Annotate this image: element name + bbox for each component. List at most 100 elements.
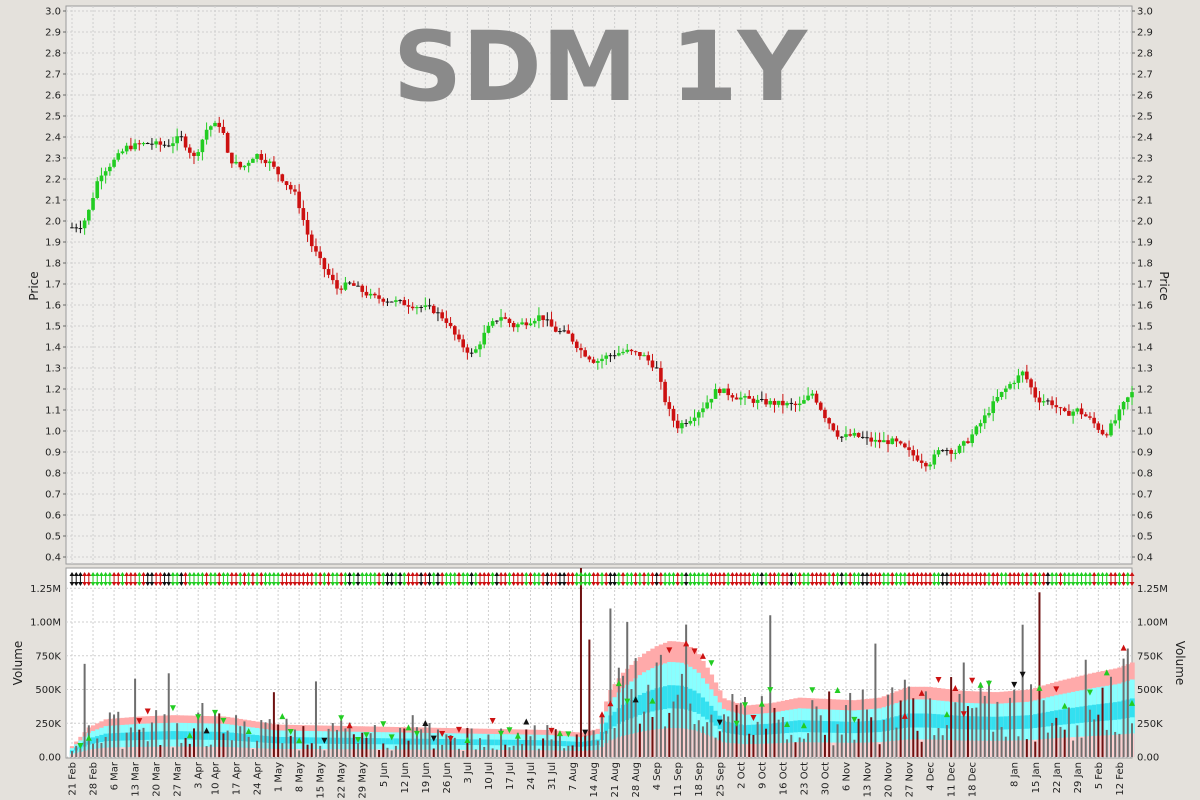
signal-arrow-head (839, 572, 845, 576)
price-tick-label: 2.4 (45, 133, 61, 144)
candle-body (595, 361, 600, 363)
signal-arrow-head (82, 572, 88, 576)
candle-body (448, 322, 453, 327)
candle-body (1067, 411, 1071, 416)
price-tick-label: 1.3 (45, 364, 61, 375)
signal-arrow-head (212, 582, 218, 586)
signal-arrow-head (288, 572, 294, 576)
volume-tick-label: 500K (1137, 685, 1163, 696)
signal-arrow-head (620, 582, 626, 586)
signal-arrow-head (624, 572, 630, 576)
signal-arrow-head (683, 582, 689, 586)
candle-body (150, 143, 154, 145)
price-tick-label: 0.6 (1137, 511, 1153, 522)
volume-bar (134, 678, 137, 757)
candle-body (330, 274, 335, 281)
signal-arrow-head (90, 572, 96, 576)
signal-arrow-head (553, 572, 559, 576)
volume-bar (1084, 659, 1087, 757)
candle-body (520, 322, 524, 325)
signal-arrow-head (250, 582, 256, 586)
volume-signal-marker (607, 700, 614, 707)
price-tick-label: 1.2 (1137, 385, 1153, 396)
candle-body (263, 159, 268, 164)
signal-arrow-head (460, 572, 466, 576)
volume-signal-marker (439, 731, 446, 738)
candle-body (360, 285, 365, 292)
candle-body (444, 318, 449, 323)
signal-arrow-head (1053, 572, 1059, 576)
signal-arrow-head (77, 582, 83, 586)
candle-body (221, 126, 226, 133)
signal-arrow-head (157, 572, 163, 576)
candle-body (717, 389, 722, 393)
volume-signal-marker (649, 697, 656, 704)
volume-signal-marker (523, 718, 530, 725)
price-tick-label: 3.0 (45, 7, 61, 18)
candle-body (82, 220, 87, 229)
volume-y-axis-right: 0.00 250K 500K 750K 1.00M 1.25M (1137, 584, 1168, 764)
candle-body (617, 353, 621, 356)
x-tick-label: 3 Jul (463, 762, 474, 784)
x-tick-label: 8 May (295, 762, 306, 792)
signal-arrow-head (208, 572, 214, 576)
signal-arrow-head (910, 572, 916, 576)
signal-arrow-head (868, 582, 874, 586)
signal-arrow-head (317, 582, 323, 586)
signal-arrow-head (166, 572, 172, 576)
volume-bar (571, 745, 574, 757)
signal-arrow-head (443, 582, 449, 586)
signal-arrow-head (170, 582, 176, 586)
candle-body (301, 208, 306, 221)
candle-body (663, 381, 667, 403)
volume-bar (697, 720, 700, 757)
price-tick-label: 1.9 (45, 238, 61, 249)
candle-body (436, 312, 440, 314)
candle-body (835, 430, 840, 437)
volume-bar (823, 734, 826, 757)
candle-body (406, 305, 411, 307)
volume-bar (537, 748, 540, 757)
candle-body (440, 312, 444, 319)
signal-arrow-head (557, 582, 563, 586)
x-tick-label: 21 Feb (68, 762, 79, 796)
candle-body (701, 408, 705, 413)
signal-arrow-head (999, 572, 1005, 576)
candle-body (108, 166, 112, 172)
price-tick-label: 2.3 (1137, 154, 1153, 165)
volume-bar (992, 731, 995, 757)
volume-bar (352, 734, 355, 757)
signal-arrow-head (498, 572, 504, 576)
candle-body (915, 455, 920, 461)
signal-arrow-head (994, 582, 1000, 586)
signal-arrow-head (359, 572, 365, 576)
signal-arrow-head (359, 582, 365, 586)
candle-body (949, 450, 953, 454)
signal-arrow-head (612, 572, 618, 576)
volume-bar (243, 721, 246, 757)
signal-arrow-head (692, 572, 698, 576)
candle-body (1104, 434, 1109, 436)
volume-signal-marker (834, 687, 841, 694)
volume-tick-label: 1.00M (30, 618, 61, 629)
candle-body (705, 402, 709, 409)
price-tick-label: 2.1 (45, 196, 61, 207)
candle-body (137, 143, 142, 145)
signal-arrow-head (506, 572, 512, 576)
volume-signal-marker (784, 720, 791, 727)
volume-bar (298, 750, 301, 757)
signal-arrow-head (574, 582, 580, 586)
volume-bar (163, 714, 166, 757)
volume-bar (1025, 739, 1028, 757)
volume-signal-marker (489, 717, 496, 724)
volume-bar (432, 748, 435, 757)
volume-bar (1004, 736, 1007, 757)
candle-body (410, 306, 415, 309)
signal-arrow-head (805, 572, 811, 576)
signal-arrow-head (868, 572, 874, 576)
signal-arrow-head (1028, 572, 1034, 576)
signal-arrow-head (334, 572, 340, 576)
signal-arrow-head (199, 572, 205, 576)
volume-signal-marker (985, 680, 992, 687)
volume-bar (247, 736, 250, 757)
